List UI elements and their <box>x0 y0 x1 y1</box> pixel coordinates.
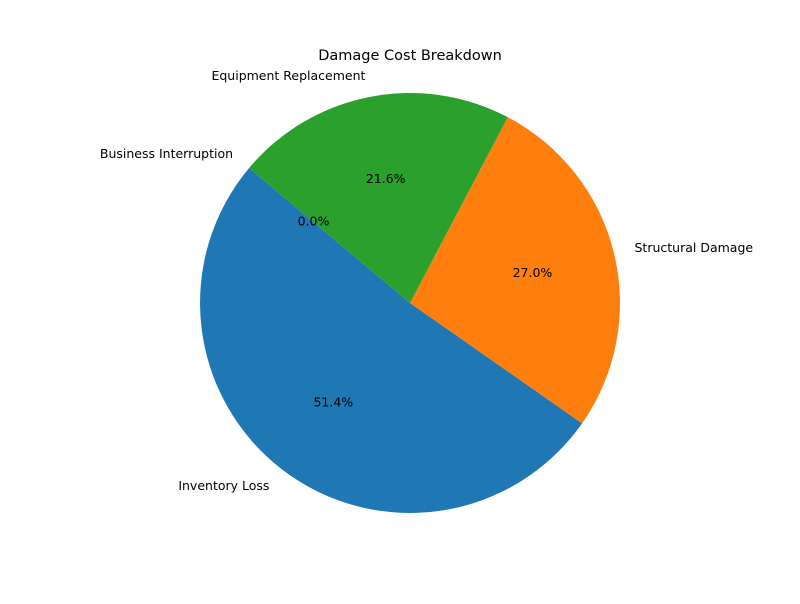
slice-percent-structural-damage: 27.0% <box>513 265 553 280</box>
slice-label-inventory-loss: Inventory Loss <box>178 478 269 493</box>
slice-label-structural-damage: Structural Damage <box>634 240 753 255</box>
pie-slice-equipment-replacement <box>249 92 508 304</box>
slice-percent-business-interruption: 0.0% <box>298 214 330 229</box>
slice-percent-inventory-loss: 51.4% <box>313 394 353 409</box>
chart-title: Damage Cost Breakdown <box>318 48 502 64</box>
slice-label-business-interruption: Business Interruption <box>100 146 233 161</box>
slice-label-equipment-replacement: Equipment Replacement <box>211 68 365 83</box>
pie-slice-structural-damage <box>410 117 621 424</box>
slice-percent-equipment-replacement: 21.6% <box>366 171 406 186</box>
pie-slice-inventory-loss <box>200 168 583 513</box>
